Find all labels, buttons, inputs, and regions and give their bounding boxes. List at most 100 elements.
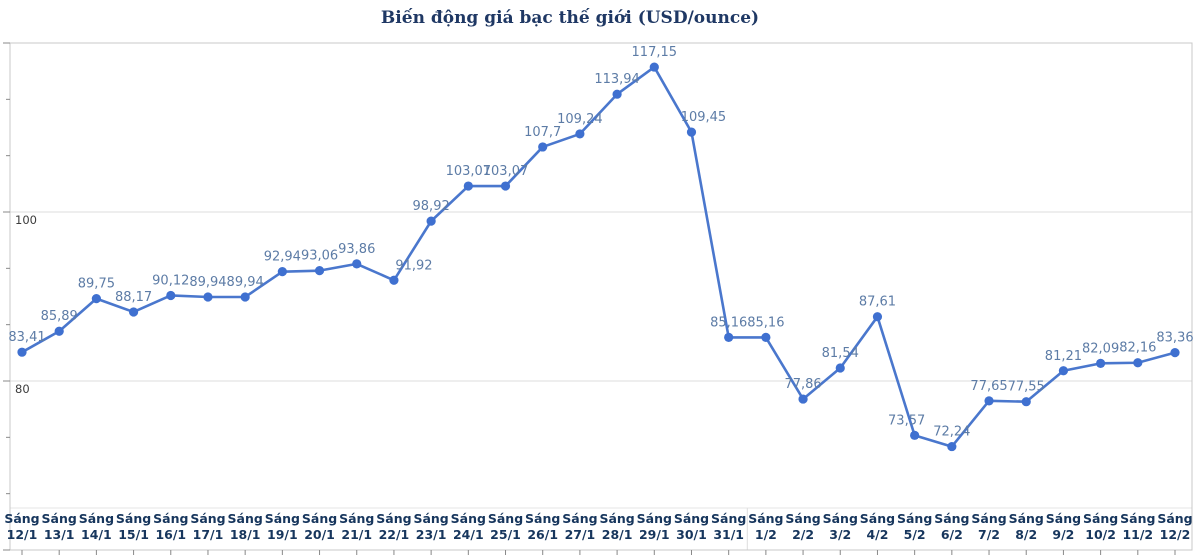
data-point [17, 347, 27, 357]
x-axis-label: Sáng 6/2 [934, 511, 969, 542]
data-point [1096, 358, 1106, 368]
x-axis-label: Sáng 8/2 [1009, 511, 1044, 542]
data-point [612, 89, 622, 99]
data-label: 83,41 [8, 330, 45, 345]
data-label: 83,36 [1156, 331, 1193, 346]
x-axis-label: Sáng 7/2 [971, 511, 1006, 542]
data-point [947, 441, 957, 452]
data-label: 77,65 [970, 379, 1007, 394]
data-point [575, 129, 585, 139]
data-label: 85,16 [710, 315, 747, 330]
plot-frame [9, 42, 1193, 551]
x-axis-label: Sáng 15/1 [116, 511, 151, 542]
data-point [203, 292, 213, 302]
price-line [20, 65, 1177, 448]
data-label: 117,15 [632, 45, 678, 60]
data-point [984, 396, 994, 406]
x-axis-label: Sáng 20/1 [302, 511, 337, 542]
x-axis-label: Sáng 26/1 [525, 511, 560, 542]
x-axis-label: Sáng 14/1 [79, 511, 114, 542]
data-label: 109,24 [557, 112, 603, 127]
data-label: 107,7 [524, 125, 561, 140]
data-label: 82,16 [1119, 341, 1156, 356]
data-label: 81,54 [822, 346, 859, 361]
x-axis-label: Sáng 3/2 [823, 511, 858, 542]
data-label: 73,57 [888, 413, 925, 428]
x-axis-label: Sáng 25/1 [488, 511, 523, 542]
data-point [389, 275, 399, 285]
data-label: 77,86 [784, 377, 821, 392]
data-label: 93,86 [338, 242, 375, 257]
data-point [426, 216, 436, 226]
x-axis-label: Sáng 19/1 [265, 511, 300, 542]
chart-title: Biến động giá bạc thế giới (USD/ounce) [380, 8, 760, 28]
data-label: 87,61 [859, 295, 896, 310]
data-label: 91,92 [395, 258, 432, 273]
data-point [649, 62, 659, 72]
data-point [277, 267, 287, 277]
x-axis-label: Sáng 22/1 [376, 511, 411, 542]
x-axis-label: Sáng 13/1 [42, 511, 77, 542]
x-axis-label: Sáng 24/1 [451, 511, 486, 542]
data-label: 85,16 [747, 315, 784, 330]
data-point [835, 363, 845, 373]
data-point [761, 332, 771, 342]
x-axis-label: Sáng 29/1 [637, 511, 672, 542]
x-axis-label: Sáng 5/2 [897, 511, 932, 542]
data-point [1058, 366, 1069, 376]
data-label: 82,09 [1082, 341, 1119, 356]
x-axis-label: Sáng 2/2 [785, 511, 820, 542]
data-point [1021, 397, 1031, 407]
x-axis-label: Sáng 17/1 [190, 511, 225, 542]
data-point [872, 312, 883, 322]
x-axis-label: Sáng 10/2 [1083, 511, 1118, 542]
data-label: 109,45 [681, 110, 727, 125]
x-axis-label: Sáng 27/1 [562, 511, 597, 542]
x-axis-label: Sáng 11/2 [1120, 511, 1155, 542]
x-axis-label: Sáng 31/1 [711, 511, 746, 542]
x-axis-label: Sáng 12/1 [4, 511, 39, 542]
data-label: 85,89 [41, 309, 78, 324]
data-label: 89,75 [78, 277, 115, 292]
data-label: 103,07 [483, 164, 529, 179]
data-point [128, 307, 139, 317]
data-point [500, 181, 511, 191]
data-label: 89,94 [189, 275, 226, 290]
data-point [724, 332, 734, 342]
data-label: 93,06 [301, 249, 338, 264]
data-label: 81,21 [1045, 349, 1082, 364]
data-label: 72,24 [933, 425, 970, 440]
data-point [538, 142, 548, 152]
x-axis-label: Sáng 4/2 [860, 511, 895, 542]
x-axis-label: Sáng 23/1 [413, 511, 448, 542]
data-point [463, 181, 473, 191]
x-axis-label: Sáng 18/1 [228, 511, 263, 542]
data-point [1170, 348, 1180, 358]
x-axis-label: Sáng 12/2 [1157, 511, 1192, 542]
data-point [240, 292, 250, 302]
data-label: 113,94 [594, 72, 640, 87]
data-point [798, 394, 808, 404]
x-axis-label: Sáng 1/2 [748, 511, 783, 542]
x-axis-label: Sáng 21/1 [339, 511, 374, 542]
x-axis-label: Sáng 30/1 [674, 511, 709, 542]
data-label: 98,92 [413, 199, 450, 214]
data-label: 92,94 [264, 250, 301, 265]
data-label: 77,55 [1008, 380, 1045, 395]
x-axis-label: Sáng 28/1 [599, 511, 634, 542]
data-point [54, 326, 64, 336]
data-point [314, 266, 325, 276]
data-point [910, 430, 920, 440]
data-point [166, 290, 176, 301]
data-point [686, 127, 697, 137]
data-label: 103,07 [446, 164, 492, 179]
data-point [91, 294, 101, 304]
x-axis-label: Sáng 9/2 [1046, 511, 1081, 542]
data-point [1133, 358, 1143, 368]
data-label: 90,12 [152, 273, 189, 288]
data-label: 89,94 [227, 275, 264, 290]
y-axis-label: 80 [15, 382, 30, 396]
y-axis-label: 100 [15, 213, 37, 227]
